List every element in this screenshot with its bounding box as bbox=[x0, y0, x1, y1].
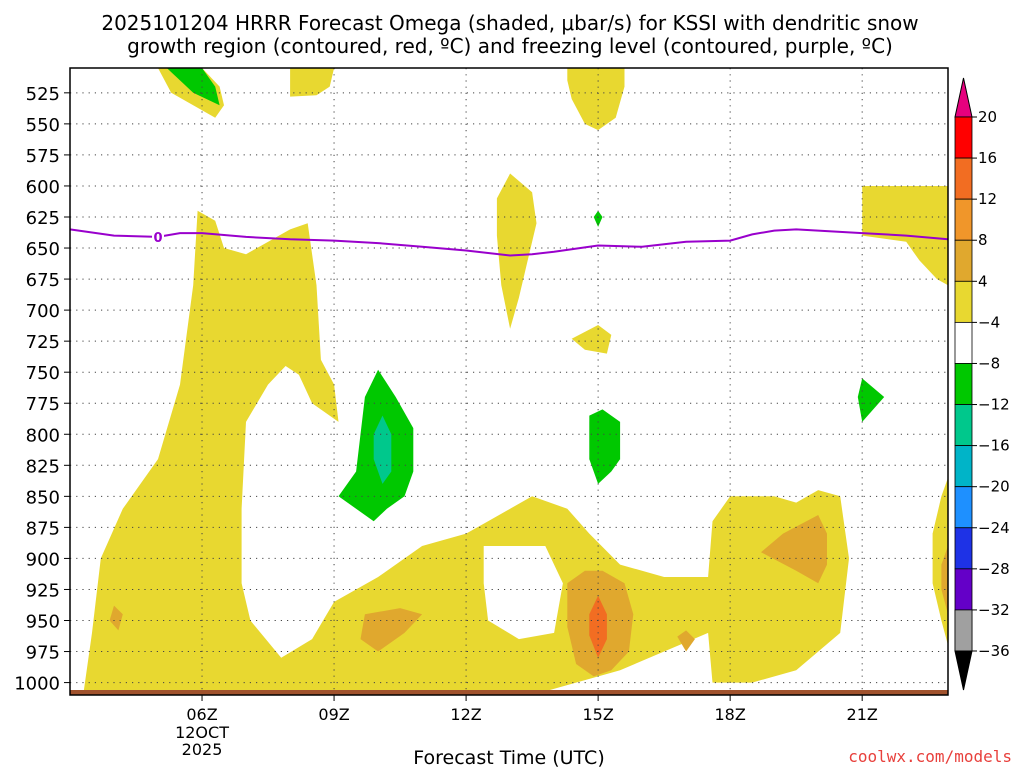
colorbar-label-8: −16 bbox=[978, 437, 1010, 455]
region-yellow-upper-13z bbox=[496, 173, 537, 329]
colorbar-label-9: −20 bbox=[978, 478, 1010, 496]
region-orange-4z bbox=[109, 605, 123, 631]
region-green-21z bbox=[857, 378, 885, 422]
colorbar-swatch-13 bbox=[954, 609, 973, 652]
y-tick-label-775: 775 bbox=[26, 394, 60, 415]
y-tick-label-675: 675 bbox=[26, 270, 60, 291]
colorbar-swatch-6 bbox=[954, 363, 973, 405]
y-tick-label-825: 825 bbox=[26, 456, 60, 477]
region-green-small-625 bbox=[593, 210, 603, 227]
region-orange-10z bbox=[360, 608, 423, 652]
region-yellow-right-edge bbox=[932, 477, 948, 646]
y-tick-label-600: 600 bbox=[26, 177, 60, 198]
colorbar-label-10: −24 bbox=[978, 519, 1010, 537]
y-tick-label-550: 550 bbox=[26, 115, 60, 136]
colorbar-label-6: −8 bbox=[978, 354, 1000, 372]
region-orange-17z bbox=[677, 630, 695, 652]
y-tick-label-1000: 1000 bbox=[14, 674, 60, 695]
colorbar-label-0: 20 bbox=[978, 108, 997, 126]
x-tick-label-18Z: 18Z bbox=[714, 705, 745, 724]
freezing-level-contour: 0 bbox=[69, 228, 949, 257]
terrain-band bbox=[70, 690, 948, 695]
colorbar-label-4: 4 bbox=[978, 272, 988, 290]
colorbar-swatch-4 bbox=[954, 280, 973, 323]
x-tick-label-15Z: 15Z bbox=[582, 705, 613, 724]
y-tick-label-750: 750 bbox=[26, 363, 60, 384]
terrain-band-fill bbox=[70, 690, 948, 695]
y-tick-label-725: 725 bbox=[26, 332, 60, 353]
credit-text: coolwx.com/models bbox=[848, 747, 1012, 766]
region-teal-800 bbox=[373, 415, 392, 484]
region-yellow-top-8z bbox=[290, 68, 335, 97]
colorbar-label-5: −4 bbox=[978, 313, 1000, 331]
region-orange-19z bbox=[761, 515, 827, 584]
y-tick-label-575: 575 bbox=[26, 146, 60, 167]
y-tick-label-525: 525 bbox=[26, 84, 60, 105]
x-tick-label-06Z: 06Z bbox=[186, 705, 217, 724]
colorbar-swatch-0 bbox=[954, 116, 973, 159]
colorbar-label-2: 12 bbox=[978, 190, 997, 208]
colorbar-bottom-arrow bbox=[954, 650, 973, 691]
colorbar-label-7: −12 bbox=[978, 396, 1010, 414]
region-white-hole-920 bbox=[483, 546, 563, 640]
y-tick-label-850: 850 bbox=[26, 487, 60, 508]
region-yellow-main bbox=[83, 210, 849, 696]
y-axis: 525 550 575 600 625 650 675 700 725 750 775 800 825 8… bbox=[14, 84, 70, 695]
colorbar-swatch-9 bbox=[954, 486, 973, 529]
freezing-level-line bbox=[69, 228, 949, 257]
y-tick-label-800: 800 bbox=[26, 425, 60, 446]
colorbar-label-12: −32 bbox=[978, 601, 1010, 619]
colorbar-swatch-10 bbox=[954, 527, 973, 570]
x-tick-label-21Z: 21Z bbox=[847, 705, 878, 724]
x-tick-year: 2025 bbox=[182, 740, 223, 759]
colorbar-swatch-3 bbox=[954, 239, 973, 282]
colorbar-swatch-5 bbox=[954, 321, 973, 364]
y-tick-label-950: 950 bbox=[26, 612, 60, 633]
x-tick-label-12Z: 12Z bbox=[450, 705, 481, 724]
region-yellow-small-725 bbox=[571, 325, 612, 354]
gridlines bbox=[70, 68, 948, 695]
region-green-top-left bbox=[166, 68, 220, 106]
freezing-level-label: 0 bbox=[153, 231, 162, 246]
y-tick-label-650: 650 bbox=[26, 239, 60, 260]
colorbar-swatch-8 bbox=[954, 445, 973, 488]
region-orange-right bbox=[941, 546, 948, 615]
colorbar-swatch-11 bbox=[954, 568, 973, 611]
plot-frame bbox=[69, 67, 949, 696]
colorbar-top-arrow bbox=[954, 77, 973, 118]
omega-shaded-regions bbox=[83, 68, 948, 696]
x-tick-date: 12OCT bbox=[175, 723, 229, 742]
y-tick-label-925: 925 bbox=[26, 580, 60, 601]
colorbar-label-1: 16 bbox=[978, 149, 997, 167]
colorbar-label-3: 8 bbox=[978, 231, 988, 249]
colorbar: 20 16 12 8 4 −4 −8 −12 −16 −20 −24 −28 −32 −36 bbox=[954, 77, 1010, 691]
y-tick-label-900: 900 bbox=[26, 549, 60, 570]
colorbar-label-13: −36 bbox=[978, 642, 1010, 660]
y-tick-label-975: 975 bbox=[26, 643, 60, 664]
colorbar-swatch-7 bbox=[954, 404, 973, 447]
y-tick-label-625: 625 bbox=[26, 208, 60, 229]
chart-title: 2025101204 HRRR Forecast Omega (shaded, … bbox=[101, 11, 918, 35]
y-tick-label-700: 700 bbox=[26, 301, 60, 322]
freezing-label-bg bbox=[152, 228, 165, 245]
x-tick-label-09Z: 09Z bbox=[318, 705, 349, 724]
colorbar-swatch-2 bbox=[954, 198, 973, 241]
region-yellow-top-15z bbox=[567, 68, 625, 131]
colorbar-label-11: −28 bbox=[978, 560, 1010, 578]
colorbar-swatch-1 bbox=[954, 157, 973, 200]
y-tick-label-875: 875 bbox=[26, 518, 60, 539]
chart-title-line2: growth region (contoured, red, ºC) and f… bbox=[127, 34, 893, 58]
region-green-15z-800 bbox=[589, 409, 621, 484]
x-axis-label: Forecast Time (UTC) bbox=[413, 747, 604, 768]
